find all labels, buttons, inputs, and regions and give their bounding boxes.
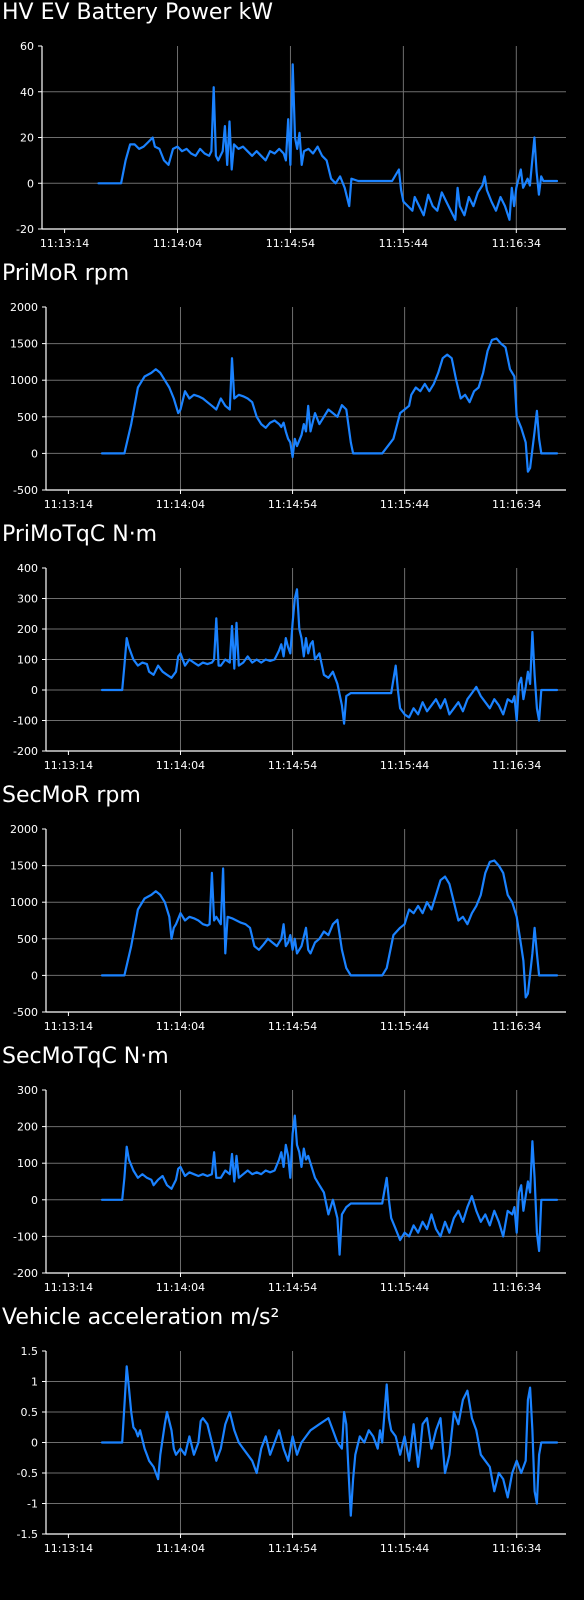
chart-title: SecMoR rpm — [2, 783, 141, 808]
x-tick-label: 11:13:14 — [44, 759, 93, 772]
chart-title: Vehicle acceleration m/s² — [2, 1305, 280, 1330]
y-tick-label: 20 — [20, 132, 34, 145]
y-tick-label: 0.5 — [21, 1406, 39, 1419]
y-tick-label: 100 — [17, 1157, 38, 1170]
x-tick-label: 11:14:04 — [153, 237, 202, 250]
y-tick-label: -100 — [13, 715, 38, 728]
y-tick-label: 1500 — [10, 860, 38, 873]
y-tick-label: -1 — [27, 1498, 38, 1511]
x-tick-label: 11:14:04 — [156, 759, 205, 772]
y-tick-label: 400 — [17, 562, 38, 575]
series-line — [97, 63, 559, 221]
chart-svg: 400 300 200 100 0 -100 -200 11:13:14 11:14:04 11:… — [13, 562, 566, 772]
x-tick-label: 11:15:44 — [380, 759, 429, 772]
x-tick-label: 11:14:54 — [268, 1281, 317, 1294]
chart-svg: 60 40 20 0 -20 11:13:14 11:14:04 11:14:54 11:15:… — [16, 40, 566, 250]
chart-title: HV EV Battery Power kW — [2, 0, 273, 25]
x-tick-label: 11:15:44 — [380, 498, 429, 511]
y-tick-label: -200 — [13, 745, 38, 758]
y-tick-label: -500 — [13, 1006, 38, 1019]
x-tick-label: 11:13:14 — [40, 237, 89, 250]
y-tick-label: 1000 — [10, 374, 38, 387]
y-tick-label: 1000 — [10, 896, 38, 909]
y-tick-label: 300 — [17, 1084, 38, 1097]
y-tick-label: -0.5 — [17, 1467, 38, 1480]
y-tick-label: 500 — [17, 933, 38, 946]
y-tick-label: -20 — [16, 223, 34, 236]
y-tick-label: 200 — [17, 623, 38, 636]
series-line — [100, 859, 559, 999]
y-tick-label: 0 — [31, 1437, 38, 1450]
x-tick-label: 11:16:34 — [492, 1281, 541, 1294]
y-tick-label: -1.5 — [17, 1528, 38, 1541]
y-tick-label: 1500 — [10, 338, 38, 351]
chart-panel-4: SecMoR rpm 2000 1500 1000 500 0 -500 11:13:14 11… — [0, 783, 584, 1044]
x-tick-label: 11:15:44 — [380, 1542, 429, 1555]
y-tick-label: -500 — [13, 484, 38, 497]
x-tick-label: 11:14:04 — [156, 498, 205, 511]
chart-title: PriMoTqC N·m — [2, 522, 158, 547]
y-tick-label: 2000 — [10, 823, 38, 836]
x-tick-label: 11:14:04 — [156, 1542, 205, 1555]
chart-panel-5: SecMoTqC N·m 300 200 100 0 -100 -200 11:13:14 11… — [0, 1044, 584, 1305]
x-tick-label: 11:13:14 — [44, 1020, 93, 1033]
chart-svg: 300 200 100 0 -100 -200 11:13:14 11:14:04 11:14:… — [13, 1084, 566, 1294]
chart-svg: 2000 1500 1000 500 0 -500 11:13:14 11:14:04 11:1… — [10, 823, 566, 1033]
y-tick-label: 1.5 — [21, 1345, 39, 1358]
chart-svg: 1.5 1 0.5 0 -0.5 -1 -1.5 11:13:14 11:14:04 11:14:… — [17, 1345, 566, 1555]
x-tick-label: 11:14:04 — [156, 1281, 205, 1294]
x-tick-label: 11:16:34 — [492, 498, 541, 511]
chart-panel-2: PriMoR rpm 2000 1500 1000 500 0 -500 11:13:14 11… — [0, 261, 584, 522]
x-tick-label: 11:16:34 — [492, 1542, 541, 1555]
x-tick-label: 11:14:54 — [266, 237, 315, 250]
x-tick-label: 11:15:44 — [380, 1281, 429, 1294]
x-tick-label: 11:14:54 — [268, 759, 317, 772]
series-line — [100, 337, 559, 473]
x-tick-label: 11:16:34 — [492, 759, 541, 772]
chart-title: PriMoR rpm — [2, 261, 130, 286]
y-tick-label: 0 — [31, 684, 38, 697]
y-tick-label: 0 — [27, 177, 34, 190]
y-tick-label: -200 — [13, 1267, 38, 1280]
chart-panel-1: HV EV Battery Power kW 60 40 20 0 -20 11:13:14… — [0, 0, 584, 261]
y-tick-label: 2000 — [10, 301, 38, 314]
series-line — [100, 1114, 559, 1256]
y-tick-label: -100 — [13, 1230, 38, 1243]
chart-svg: 2000 1500 1000 500 0 -500 11:13:14 11:14:04 11:1… — [10, 301, 566, 511]
chart-title: SecMoTqC N·m — [2, 1044, 169, 1069]
x-tick-label: 11:13:14 — [44, 1542, 93, 1555]
chart-panel-3: PriMoTqC N·m 400 300 200 100 0 -100 -200 11:13:1… — [0, 522, 584, 783]
y-tick-label: 1 — [31, 1376, 38, 1389]
y-tick-label: 40 — [20, 86, 34, 99]
x-tick-label: 11:16:34 — [492, 237, 541, 250]
x-tick-label: 11:14:54 — [268, 498, 317, 511]
x-tick-label: 11:14:54 — [268, 1020, 317, 1033]
y-tick-label: 0 — [31, 447, 38, 460]
series-line — [100, 588, 559, 725]
y-tick-label: 300 — [17, 593, 38, 606]
series-line — [100, 1365, 559, 1517]
x-tick-label: 11:15:44 — [379, 237, 428, 250]
x-tick-label: 11:14:04 — [156, 1020, 205, 1033]
y-tick-label: 0 — [31, 969, 38, 982]
y-tick-label: 500 — [17, 411, 38, 424]
x-tick-label: 11:13:14 — [44, 498, 93, 511]
x-tick-label: 11:14:54 — [268, 1542, 317, 1555]
x-tick-label: 11:16:34 — [492, 1020, 541, 1033]
x-tick-label: 11:13:14 — [44, 1281, 93, 1294]
chart-panel-6: Vehicle acceleration m/s² 1.5 1 0.5 0 -0.5 -1 -… — [0, 1305, 584, 1566]
y-tick-label: 60 — [20, 40, 34, 53]
x-tick-label: 11:15:44 — [380, 1020, 429, 1033]
y-tick-label: 100 — [17, 654, 38, 667]
y-tick-label: 200 — [17, 1121, 38, 1134]
y-tick-label: 0 — [31, 1194, 38, 1207]
